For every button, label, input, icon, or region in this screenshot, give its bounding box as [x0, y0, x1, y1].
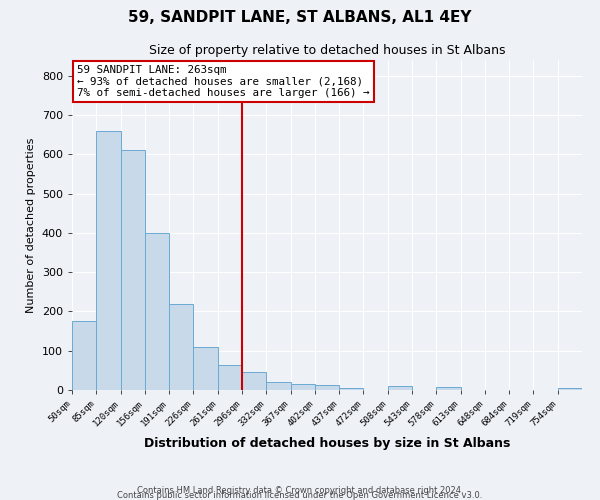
Bar	[388, 386, 412, 390]
Title: Size of property relative to detached houses in St Albans: Size of property relative to detached ho…	[149, 44, 505, 58]
Bar	[242, 372, 266, 390]
Bar	[145, 233, 169, 390]
Bar	[290, 384, 315, 390]
Bar	[218, 365, 242, 390]
Bar	[266, 382, 290, 390]
Bar	[558, 388, 582, 390]
Text: 59 SANDPIT LANE: 263sqm
← 93% of detached houses are smaller (2,168)
7% of semi-: 59 SANDPIT LANE: 263sqm ← 93% of detache…	[77, 65, 370, 98]
Bar	[339, 388, 364, 390]
Bar	[193, 347, 218, 390]
Bar	[96, 130, 121, 390]
X-axis label: Distribution of detached houses by size in St Albans: Distribution of detached houses by size …	[144, 436, 510, 450]
Text: Contains HM Land Registry data © Crown copyright and database right 2024.: Contains HM Land Registry data © Crown c…	[137, 486, 463, 495]
Bar	[169, 304, 193, 390]
Y-axis label: Number of detached properties: Number of detached properties	[26, 138, 36, 312]
Bar	[436, 387, 461, 390]
Text: 59, SANDPIT LANE, ST ALBANS, AL1 4EY: 59, SANDPIT LANE, ST ALBANS, AL1 4EY	[128, 10, 472, 25]
Text: Contains public sector information licensed under the Open Government Licence v3: Contains public sector information licen…	[118, 490, 482, 500]
Bar	[315, 385, 339, 390]
Bar	[72, 322, 96, 390]
Bar	[121, 150, 145, 390]
